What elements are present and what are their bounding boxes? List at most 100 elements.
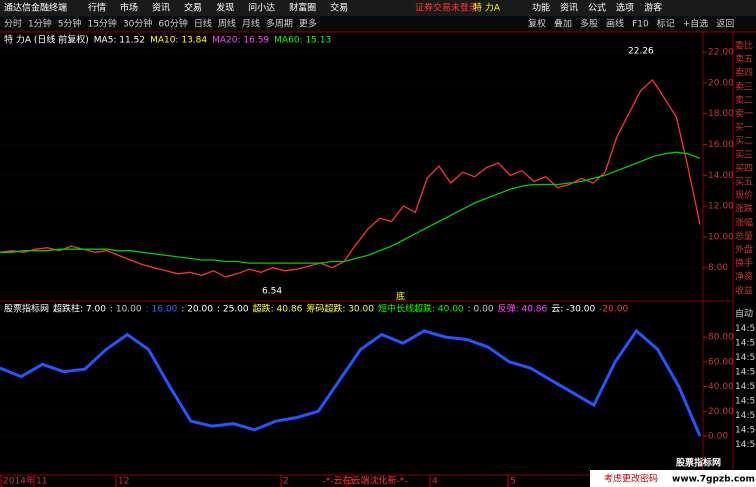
tick-time: 14:5: [735, 339, 755, 349]
quote-label: 买三: [735, 149, 753, 160]
footer: -*-云在云端沈化新-*-: [323, 475, 408, 487]
date-label: 2: [283, 477, 289, 487]
legend-item: MA5: 11.52: [94, 36, 145, 46]
menu-item[interactable]: 交易: [330, 2, 348, 14]
menu-item[interactable]: 游客: [644, 2, 662, 14]
legend-item: 超跌: 40.86: [253, 303, 303, 315]
series-line: [0, 78, 701, 278]
period-button[interactable]: 30分钟: [123, 18, 152, 30]
menu-item[interactable]: 公式: [588, 2, 606, 14]
series-line: [0, 151, 701, 264]
legend-item: : 10.00: [110, 305, 142, 315]
menu-item[interactable]: 市场: [120, 2, 138, 14]
menu-item[interactable]: 交易: [184, 2, 202, 14]
quote-label: 买一: [735, 122, 753, 133]
menu-item[interactable]: 功能: [532, 2, 550, 14]
y-tick-label: 22.00: [708, 48, 734, 58]
tick-time: 14:5: [735, 440, 755, 450]
legend-item: 超跌柱: 7.00: [53, 303, 106, 315]
tool-button[interactable]: 叠加: [554, 19, 572, 30]
watermark-box: [590, 470, 756, 487]
legend-item: : 0.00: [468, 305, 494, 315]
legend-item: 反弹: 40.86: [498, 303, 548, 315]
menu-item[interactable]: 资讯: [560, 3, 578, 14]
period-button[interactable]: 15分钟: [87, 18, 116, 30]
y-tick-label: 10.00: [708, 232, 734, 242]
menu-item[interactable]: 选项: [616, 2, 634, 14]
quote-label: 总量: [735, 230, 753, 242]
date-label: 3: [348, 477, 354, 487]
y-tick-label: 20.00: [708, 407, 734, 417]
menu-item[interactable]: 问小达: [248, 2, 275, 14]
quote-label: 现价: [735, 190, 753, 201]
quote-label: 委比: [735, 40, 753, 52]
tool-button[interactable]: +自选: [683, 18, 709, 30]
legend-item: 短中长线超跌: 40.00: [378, 303, 464, 315]
tool-button[interactable]: 复权: [528, 18, 546, 30]
notice: 考虑更改密码: [604, 473, 658, 485]
quote-label: 换手: [735, 257, 753, 269]
y-tick-label: 0.00: [708, 432, 728, 442]
tool-button[interactable]: 标记: [657, 18, 675, 30]
y-tick-label: 16.00: [708, 140, 734, 150]
annotation: 底: [396, 291, 405, 303]
y-tick-label: 60.00: [708, 357, 734, 367]
menu-item[interactable]: 发现: [216, 2, 234, 14]
y-tick-label: 14.00: [708, 171, 734, 181]
quote-label: 涨幅: [735, 216, 753, 228]
period-button[interactable]: 月线: [242, 18, 260, 30]
quote-label: 买五: [735, 177, 753, 188]
legend-item: MA60: 15.13: [274, 36, 331, 46]
y-tick-label: 8.00: [708, 263, 728, 273]
tick-time: 14:5: [735, 368, 755, 378]
tool-button[interactable]: F10: [632, 20, 649, 30]
quote-label: 卖五: [735, 54, 753, 65]
date-label: 11: [36, 477, 47, 487]
legend-item: -20.00: [599, 305, 628, 315]
series-line: [0, 328, 702, 437]
period-button[interactable]: 60分钟: [158, 18, 187, 30]
quote-label: 卖二: [735, 95, 753, 106]
tick-time: 14:5: [735, 382, 755, 392]
date-label: 12: [118, 477, 129, 487]
tool-button[interactable]: 多股: [580, 18, 598, 30]
quote-label: 净资: [735, 271, 753, 283]
legend-item: 筹码超跌: 30.00: [306, 303, 374, 315]
quote-label: 涨跌: [735, 204, 753, 215]
tick-time: 14:5: [735, 324, 755, 334]
menu-item[interactable]: 财富圈: [289, 2, 316, 14]
tick-time: 14:5: [735, 397, 755, 407]
y-tick-label: 12.00: [708, 202, 734, 212]
date-label: 4: [432, 477, 438, 487]
y-tick-label: 80.00: [708, 333, 734, 343]
period-button[interactable]: 多周期: [266, 18, 293, 30]
period-button[interactable]: 更多: [299, 18, 317, 30]
menu-item[interactable]: 资讯: [152, 3, 170, 14]
date-label: 2014年: [3, 475, 35, 487]
quote-label: 收益: [735, 284, 753, 296]
tool-button[interactable]: 返回: [716, 18, 734, 30]
quote-label: 卖四: [735, 68, 753, 79]
quote-label: 卖一: [735, 109, 753, 120]
legend-item: 特 力A (日线 前复权): [4, 34, 89, 46]
tool-button[interactable]: 画线: [606, 18, 624, 30]
period-button[interactable]: 5分钟: [58, 18, 82, 30]
tick-time: 自动: [735, 308, 753, 320]
period-button[interactable]: 周线: [218, 18, 236, 30]
y-tick-label: 18.00: [708, 109, 734, 119]
stock-name: 特 力A: [473, 2, 501, 14]
tick-time: 14:5: [735, 353, 755, 363]
app-title: 通达信金融终端: [4, 2, 67, 14]
period-button[interactable]: 1分钟: [28, 18, 52, 30]
period-button[interactable]: 日线: [194, 18, 212, 30]
period-button[interactable]: 分时: [4, 18, 22, 30]
date-label: 5: [510, 477, 516, 487]
watermark-url: www.7gpzb.com: [672, 475, 755, 485]
menu-item[interactable]: 行情: [88, 2, 106, 14]
login-status[interactable]: 证券交易未登录: [415, 2, 478, 14]
annotation: 22.26: [628, 47, 654, 57]
watermark-title: 股票指标网: [676, 457, 721, 469]
legend-item: MA20: 16.59: [212, 36, 269, 46]
tick-time: 14:5: [735, 411, 755, 421]
